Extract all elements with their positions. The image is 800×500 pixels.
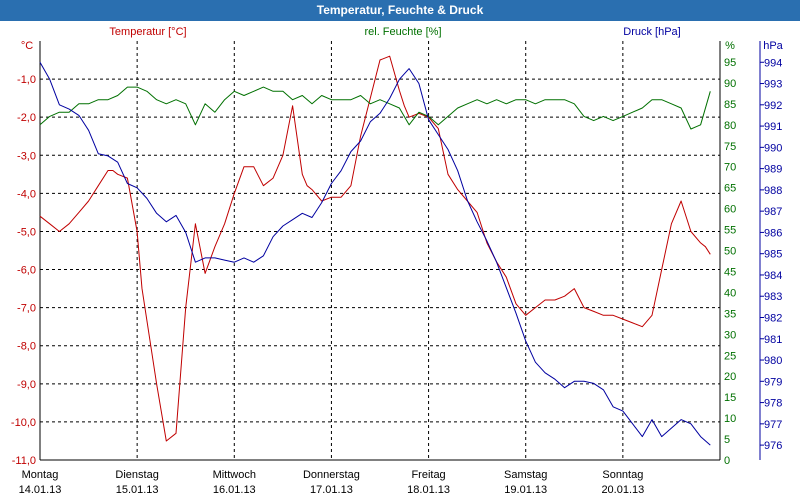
humidity-line (39, 86, 711, 130)
temp-tick-label: -8,0 (17, 341, 36, 353)
pressure-tick-label: 977 (764, 419, 782, 431)
date-label: 19.01.13 (504, 484, 547, 496)
pressure-tick-label: 984 (764, 270, 782, 282)
humidity-tick-label: 65 (724, 183, 736, 195)
pressure-tick-label: 983 (764, 291, 782, 303)
day-label: Dienstag (115, 469, 158, 481)
temp-tick-label: -1,0 (17, 74, 36, 86)
pressure-tick-label: 979 (764, 376, 782, 388)
humidity-tick-label: 60 (724, 204, 736, 216)
humidity-tick-label: 40 (724, 287, 736, 299)
pressure-tick-label: 992 (764, 100, 782, 112)
humidity-tick-label: 95 (724, 57, 736, 69)
date-label: 15.01.13 (116, 484, 159, 496)
humidity-tick-label: 30 (724, 329, 736, 341)
humidity-tick-label: 85 (724, 99, 736, 111)
pressure-tick-label: 981 (764, 334, 782, 346)
pressure-line (39, 62, 711, 446)
temp-tick-label: -11,0 (12, 455, 36, 467)
pressure-tick-label: 993 (764, 79, 782, 91)
temp-tick-label: -2,0 (17, 112, 36, 124)
window-title: Temperatur, Feuchte & Druck (0, 0, 800, 21)
date-label: 14.01.13 (19, 484, 62, 496)
temp-tick-label: -4,0 (17, 188, 36, 200)
temperature-line (39, 55, 711, 442)
pressure-tick-label: 988 (764, 185, 782, 197)
axes (39, 41, 764, 461)
pressure-tick-label: 986 (764, 227, 782, 239)
pressure-tick-label: 976 (764, 440, 782, 452)
humidity-tick-label: 25 (724, 350, 736, 362)
day-label: Samstag (504, 469, 547, 481)
pressure-tick-label: 980 (764, 355, 782, 367)
day-label: Mittwoch (213, 469, 256, 481)
temp-tick-label: -3,0 (17, 150, 36, 162)
pressure-tick-label: 985 (764, 249, 782, 261)
legend-humidity: rel. Feuchte [%] (364, 26, 441, 38)
temp-tick-label: -9,0 (17, 379, 36, 391)
humidity-tick-label: 15 (724, 392, 736, 404)
humidity-tick-label: 55 (724, 225, 736, 237)
pressure-tick-label: 982 (764, 312, 782, 324)
legend-temperature: Temperatur [°C] (109, 26, 186, 38)
humidity-tick-label: 90 (724, 78, 736, 90)
humidity-tick-label: 45 (724, 266, 736, 278)
humidity-tick-label: 70 (724, 162, 736, 174)
chart-background (0, 21, 800, 500)
date-label: 16.01.13 (213, 484, 256, 496)
date-label: 18.01.13 (407, 484, 450, 496)
temp-tick-label: -6,0 (17, 265, 36, 277)
pressure-tick-label: 978 (764, 398, 782, 410)
pressure-tick-label: 991 (764, 121, 782, 133)
pressure-tick-label: 994 (764, 57, 782, 69)
temp-tick-label: -10,0 (11, 417, 36, 429)
humidity-tick-label: 0 (724, 455, 730, 467)
humidity-tick-label: 20 (724, 371, 736, 383)
day-label: Freitag (411, 469, 445, 481)
humidity-tick-label: 50 (724, 246, 736, 258)
date-label: 17.01.13 (310, 484, 353, 496)
tick-labels: -1,0 -2,0 -3,0 -4,0 -5,0 -6,0 -7,0 -8,0 -9,0 -10,… (11, 57, 782, 496)
pressure-axis-unit: hPa (763, 40, 783, 52)
humidity-tick-label: 75 (724, 141, 736, 153)
day-label: Sonntag (602, 469, 643, 481)
humidity-tick-label: 35 (724, 308, 736, 320)
humidity-tick-label: 80 (724, 120, 736, 132)
temp-tick-label: -5,0 (17, 226, 36, 238)
humidity-tick-label: 10 (724, 413, 736, 425)
humidity-axis-unit: % (725, 40, 735, 52)
humidity-tick-label: 5 (724, 434, 730, 446)
series-lines (39, 55, 711, 446)
pressure-tick-label: 990 (764, 142, 782, 154)
pressure-tick-label: 989 (764, 164, 782, 176)
pressure-tick-label: 987 (764, 206, 782, 218)
temp-tick-label: -7,0 (17, 303, 36, 315)
date-label: 20.01.13 (601, 484, 644, 496)
day-label: Donnerstag (303, 469, 360, 481)
legend-pressure: Druck [hPa] (623, 26, 680, 38)
day-label: Montag (22, 469, 59, 481)
left-axis-unit: °C (21, 40, 33, 52)
